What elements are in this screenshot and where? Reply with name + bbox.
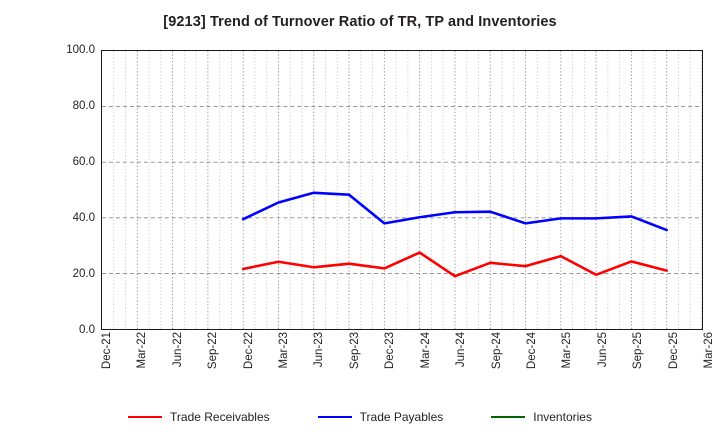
x-axis-tick-label: Jun-25 <box>596 332 609 368</box>
x-axis-tick-label: Mar-26 <box>703 332 715 369</box>
y-axis-tick-label: 0.0 <box>79 324 95 336</box>
legend-item[interactable]: Inventories <box>491 410 592 424</box>
series-line-trade-payables <box>241 191 669 232</box>
legend-swatch-icon <box>128 416 163 418</box>
legend-swatch-icon <box>317 416 352 418</box>
legend-swatch-icon <box>491 416 526 418</box>
x-axis-tick-label: Mar-23 <box>278 332 291 369</box>
legend-item[interactable]: Trade Payables <box>317 410 444 424</box>
y-axis-tick-label: 60.0 <box>72 156 95 168</box>
x-axis-tick-label: Dec-22 <box>242 332 255 370</box>
legend-item[interactable]: Trade Receivables <box>128 410 270 424</box>
x-axis-tick-labels: Dec-21 Mar-22 Jun-22 Sep-22 Dec-22 Mar-23 Jun-… <box>101 332 715 402</box>
chart-legend: Trade Receivables Trade Payables Inventori… <box>0 404 720 430</box>
series-lines <box>241 191 669 278</box>
x-axis-tick-label: Jun-23 <box>313 332 326 368</box>
x-axis-tick-label: Sep-25 <box>632 332 645 370</box>
chart-title: [9213] Trend of Turnover Ratio of TR, TP… <box>163 14 557 30</box>
x-axis-tick-label: Dec-21 <box>101 332 113 370</box>
legend-label: Trade Receivables <box>170 410 270 424</box>
x-axis-tick-label: Mar-25 <box>561 332 574 369</box>
x-axis-tick-label: Dec-23 <box>384 332 397 370</box>
x-axis-tick-label: Mar-22 <box>136 332 149 369</box>
legend-label: Trade Payables <box>359 410 444 424</box>
series-line-trade-receivables <box>241 251 669 278</box>
plot-area <box>101 50 703 330</box>
y-axis-tick-label: 100.0 <box>66 44 95 56</box>
x-axis-tick-label: Jun-24 <box>455 332 468 368</box>
x-axis-tick-label: Sep-22 <box>207 332 220 370</box>
y-axis-tick-label: 80.0 <box>72 100 95 112</box>
gridlines <box>102 51 702 329</box>
x-axis-tick-label: Sep-24 <box>490 332 503 370</box>
y-axis-tick-label: 40.0 <box>72 212 95 224</box>
x-axis-tick-label: Mar-24 <box>419 332 432 369</box>
x-axis-tick-label: Sep-23 <box>348 332 361 370</box>
x-axis-tick-label: Dec-24 <box>525 332 538 370</box>
x-axis-tick-label: Dec-25 <box>667 332 680 370</box>
x-axis-tick-label: Jun-22 <box>171 332 184 368</box>
y-axis-tick-label: 20.0 <box>72 268 95 280</box>
legend-label: Inventories <box>533 410 592 424</box>
y-axis-tick-labels: 0.0 20.0 40.0 60.0 80.0 100.0 <box>46 44 95 336</box>
